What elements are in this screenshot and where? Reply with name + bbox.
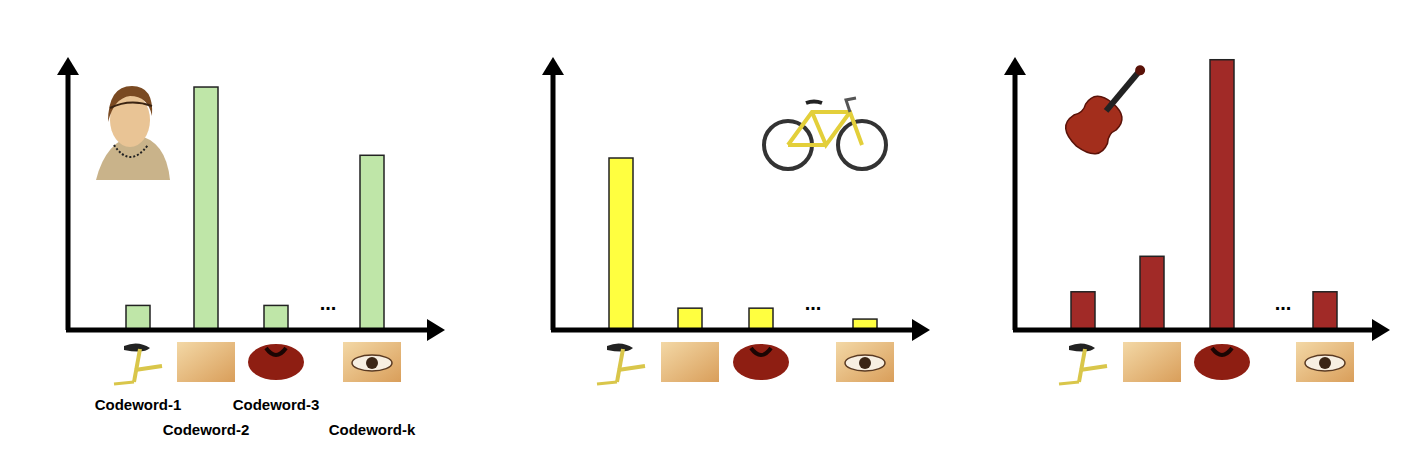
bar	[194, 87, 218, 330]
bar	[360, 155, 384, 330]
icon-eye-iris	[366, 357, 378, 369]
icon-eye-skin	[836, 342, 894, 382]
icon-eye-white	[1305, 355, 1345, 371]
bar	[126, 305, 150, 330]
icon-lips	[1194, 344, 1250, 380]
icon-frame	[135, 366, 162, 370]
codeword-icon	[597, 343, 645, 384]
icon-seat	[607, 343, 633, 351]
figure: ... Codeword-1 Codeword-2 Codeword-3 Codewor…	[0, 0, 1416, 472]
x-axis	[66, 328, 431, 333]
category-label: Codeword-1	[95, 396, 182, 413]
y-axis	[66, 71, 71, 330]
bar	[678, 308, 702, 330]
icon-eye-iris	[859, 357, 871, 369]
icon-frame	[617, 349, 623, 382]
portrait-band	[110, 102, 152, 108]
icon-lips	[248, 344, 304, 380]
chart: ...	[542, 57, 930, 384]
bar	[1210, 60, 1234, 330]
icon-skin	[1123, 342, 1181, 382]
codeword-icon	[114, 343, 162, 384]
y-arrow	[542, 57, 564, 75]
bars	[609, 158, 877, 330]
x-arrow	[1372, 319, 1390, 341]
bars	[126, 87, 384, 330]
x-axis	[1013, 328, 1376, 333]
bar	[264, 305, 288, 330]
icon-frame	[134, 349, 140, 382]
portrait-bg	[92, 85, 170, 180]
icon-seat	[1069, 343, 1095, 351]
icon-lips-line	[751, 348, 771, 355]
category-label: Codeword-3	[233, 396, 320, 413]
violin	[1059, 52, 1161, 161]
category-label: Codeword-2	[163, 421, 250, 438]
icon-lips-line	[1212, 348, 1232, 355]
bike-seat	[806, 102, 822, 104]
bar	[1313, 292, 1337, 330]
y-axis	[1013, 71, 1018, 330]
codeword-icon	[343, 342, 401, 382]
codeword-icon	[836, 342, 894, 382]
icon-eye-white	[352, 355, 392, 371]
icon-skin	[177, 342, 235, 382]
category-label: Codeword-k	[329, 421, 416, 438]
x-arrow	[912, 319, 930, 341]
bike-handle	[846, 98, 856, 112]
bar	[1071, 292, 1095, 330]
bar	[749, 308, 773, 330]
bars	[1071, 60, 1337, 330]
icon-frame	[1059, 382, 1079, 384]
codeword-icon	[1123, 342, 1181, 382]
icon-frame	[1080, 366, 1107, 370]
y-arrow	[57, 57, 79, 75]
portrait-necklace	[114, 145, 148, 157]
icon-eye-white	[845, 355, 885, 371]
y-axis	[551, 71, 556, 330]
ellipsis: ...	[320, 292, 337, 314]
icon-eye-skin	[343, 342, 401, 382]
icon-lips	[733, 344, 789, 380]
icon-seat	[124, 343, 150, 351]
codeword-icon	[733, 344, 789, 380]
codeword-icon	[1194, 344, 1250, 380]
icon-skin	[661, 342, 719, 382]
icon-lips-line	[266, 348, 286, 355]
chart: ...	[1004, 52, 1390, 384]
chart: ... Codeword-1 Codeword-2 Codeword-3 Codewor…	[57, 57, 445, 438]
codeword-icon	[661, 342, 719, 382]
bike-frame	[788, 112, 862, 145]
ellipsis: ...	[1275, 292, 1292, 314]
portrait-hair	[108, 86, 152, 122]
icon-frame	[114, 382, 134, 384]
icon-eye-iris	[1319, 357, 1331, 369]
icon-eye-skin	[1296, 342, 1354, 382]
violin-scroll	[1133, 63, 1147, 77]
codeword-icon	[177, 342, 235, 382]
icon-frame	[618, 366, 645, 370]
x-axis	[551, 328, 916, 333]
violin-neck	[1104, 71, 1141, 113]
codeword-icon	[1296, 342, 1354, 382]
bar	[1140, 256, 1164, 330]
y-arrow	[1004, 57, 1026, 75]
icon-frame	[597, 382, 617, 384]
bar	[609, 158, 633, 330]
ellipsis: ...	[805, 292, 822, 314]
icon-frame	[1079, 349, 1085, 382]
x-arrow	[427, 319, 445, 341]
codeword-icon	[1059, 343, 1107, 384]
codeword-icon	[248, 344, 304, 380]
